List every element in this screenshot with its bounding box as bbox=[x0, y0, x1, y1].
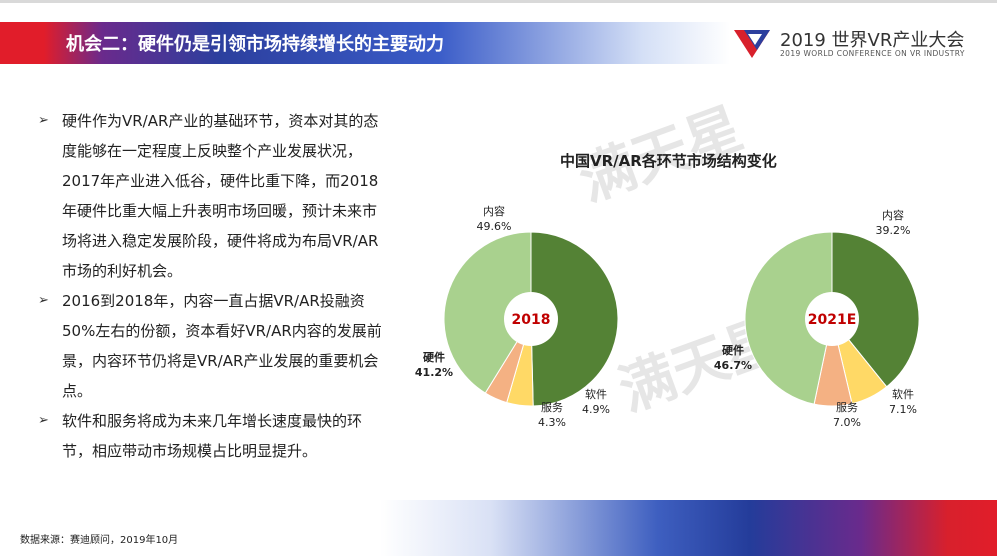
watermark: 满天星 bbox=[610, 305, 791, 425]
pie-center-hole bbox=[805, 292, 859, 346]
logo-title: 2019 世界VR产业大会 bbox=[780, 30, 965, 51]
pie-slice bbox=[813, 318, 853, 407]
footer-banner bbox=[380, 500, 997, 556]
slice-value-label: 4.9% bbox=[582, 403, 610, 416]
pie-center-label: 2018 bbox=[512, 312, 551, 328]
bullet-text: 2016到2018年，内容一直占据VR/AR投融资50%左右的份额，资本看好VR… bbox=[62, 292, 382, 400]
bullet-item: ➢ 硬件作为VR/AR产业的基础环节，资本对其的态度能够在一定程度上反映整个产业… bbox=[38, 106, 388, 286]
slice-value-label: 39.2% bbox=[876, 224, 911, 237]
pie-slice bbox=[506, 318, 534, 407]
bullet-item: ➢ 软件和服务将成为未来几年增长速度最快的环节，相应带动市场规模占比明显提升。 bbox=[38, 406, 388, 466]
bullet-list: ➢ 硬件作为VR/AR产业的基础环节，资本对其的态度能够在一定程度上反映整个产业… bbox=[38, 106, 388, 466]
slice-name-label: 服务 bbox=[836, 401, 858, 414]
arrow-bullet-icon: ➢ bbox=[38, 413, 49, 428]
vr-logo-icon bbox=[734, 30, 770, 58]
logo-subtitle: 2019 WORLD CONFERENCE ON VR INDUSTRY bbox=[780, 49, 965, 58]
slice-name-label: 服务 bbox=[541, 401, 563, 414]
pie-center-label: 2021E bbox=[808, 312, 857, 328]
pie-slice bbox=[831, 318, 888, 405]
bullet-text: 软件和服务将成为未来几年增长速度最快的环节，相应带动市场规模占比明显提升。 bbox=[62, 412, 363, 460]
slice-value-label: 49.6% bbox=[477, 220, 512, 233]
pie-slice bbox=[530, 231, 619, 407]
slice-name-label: 软件 bbox=[585, 387, 607, 401]
slice-name-label: 硬件 bbox=[423, 350, 445, 364]
pie-slice bbox=[484, 318, 532, 404]
slice-value-label: 7.1% bbox=[889, 403, 917, 416]
slice-value-label: 7.0% bbox=[833, 416, 861, 429]
slice-name-label: 内容 bbox=[483, 204, 505, 218]
bullet-item: ➢ 2016到2018年，内容一直占据VR/AR投融资50%左右的份额，资本看好… bbox=[38, 286, 388, 406]
arrow-bullet-icon: ➢ bbox=[38, 113, 49, 128]
arrow-bullet-icon: ➢ bbox=[38, 293, 49, 308]
pie-slice bbox=[831, 231, 920, 388]
pie-slice bbox=[443, 231, 532, 394]
page-title: 机会二：硬件仍是引领市场持续增长的主要动力 bbox=[66, 34, 444, 55]
title-banner bbox=[0, 22, 730, 64]
top-divider bbox=[0, 0, 997, 3]
slice-value-label: 41.2% bbox=[415, 366, 453, 379]
conference-logo: 2019 世界VR产业大会 2019 WORLD CONFERENCE ON V… bbox=[732, 24, 992, 64]
chart-title: 中国VR/AR各环节市场结构变化 bbox=[560, 152, 777, 170]
slice-name-label: 内容 bbox=[882, 208, 904, 222]
slice-value-label: 4.3% bbox=[538, 416, 566, 429]
slice-name-label: 软件 bbox=[892, 387, 914, 401]
pie-center-hole bbox=[504, 292, 558, 346]
data-source: 数据来源：赛迪顾问，2019年10月 bbox=[20, 535, 179, 546]
bullet-text: 硬件作为VR/AR产业的基础环节，资本对其的态度能够在一定程度上反映整个产业发展… bbox=[62, 112, 379, 280]
